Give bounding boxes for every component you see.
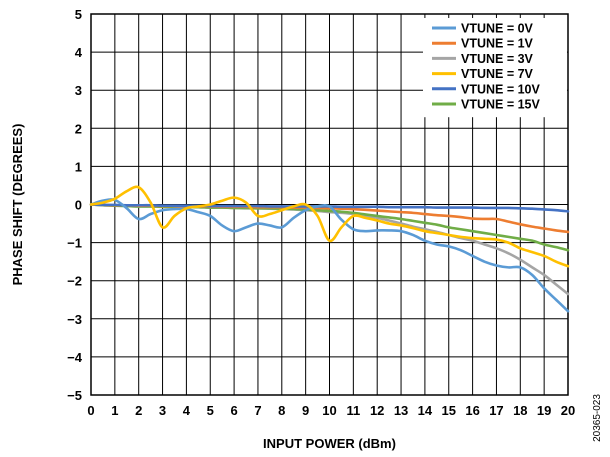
series-line-vtune-0v xyxy=(89,198,570,313)
x-tick-label: 12 xyxy=(370,403,384,418)
y-tick-label: −2 xyxy=(67,274,82,289)
y-tick-label: 3 xyxy=(75,83,82,98)
x-tick-label: 10 xyxy=(322,403,336,418)
x-tick-label: 14 xyxy=(418,403,433,418)
y-tick-label: 2 xyxy=(75,121,82,136)
x-tick-label: 1 xyxy=(111,403,118,418)
x-tick-labels: 0 1 2 3 4 5 6 7 8 9 10 11 12 13 14 15 16 17 18 19 20 xyxy=(87,403,575,418)
x-tick-label: 16 xyxy=(465,403,479,418)
y-tick-label: −4 xyxy=(67,350,83,365)
y-tick-label: 0 xyxy=(75,198,82,213)
x-tick-label: 17 xyxy=(489,403,503,418)
legend-label: VTUNE = 0V xyxy=(461,22,534,36)
y-tick-label: 4 xyxy=(75,45,83,60)
y-tick-label: −5 xyxy=(67,388,82,403)
x-tick-label: 7 xyxy=(254,403,261,418)
x-tick-label: 19 xyxy=(537,403,551,418)
x-tick-label: 11 xyxy=(346,403,360,418)
y-tick-label: −3 xyxy=(67,312,82,327)
legend-label: VTUNE = 7V xyxy=(461,67,534,81)
x-tick-label: 0 xyxy=(87,403,94,418)
legend-label: VTUNE = 10V xyxy=(461,82,541,96)
x-tick-label: 5 xyxy=(207,403,214,418)
series-layer xyxy=(89,185,570,313)
y-tick-label: 1 xyxy=(75,159,82,174)
x-tick-label: 13 xyxy=(394,403,408,418)
legend-label: VTUNE = 15V xyxy=(461,98,541,112)
y-tick-label: 5 xyxy=(75,7,82,22)
x-axis-title: INPUT POWER (dBm) xyxy=(263,436,396,451)
legend-label: VTUNE = 1V xyxy=(461,37,534,51)
x-tick-label: 18 xyxy=(513,403,527,418)
x-tick-label: 3 xyxy=(159,403,166,418)
legend-box xyxy=(423,18,567,118)
legend-label: VTUNE = 3V xyxy=(461,52,534,66)
x-tick-label: 6 xyxy=(230,403,237,418)
x-tick-label: 15 xyxy=(442,403,456,418)
x-tick-label: 9 xyxy=(302,403,309,418)
y-tick-labels: 5 4 3 2 1 0 −1 −2 −3 −4 −5 xyxy=(67,7,83,403)
figure-id: 20365-023 xyxy=(592,394,603,442)
series-line-vtune-7v xyxy=(89,185,570,268)
x-tick-label: 2 xyxy=(135,403,142,418)
x-tick-label: 8 xyxy=(278,403,285,418)
y-axis-title: PHASE SHIFT (DEGREES) xyxy=(10,124,25,286)
x-tick-label: 4 xyxy=(183,403,191,418)
x-tick-label: 20 xyxy=(561,403,575,418)
y-tick-label: −1 xyxy=(67,236,82,251)
